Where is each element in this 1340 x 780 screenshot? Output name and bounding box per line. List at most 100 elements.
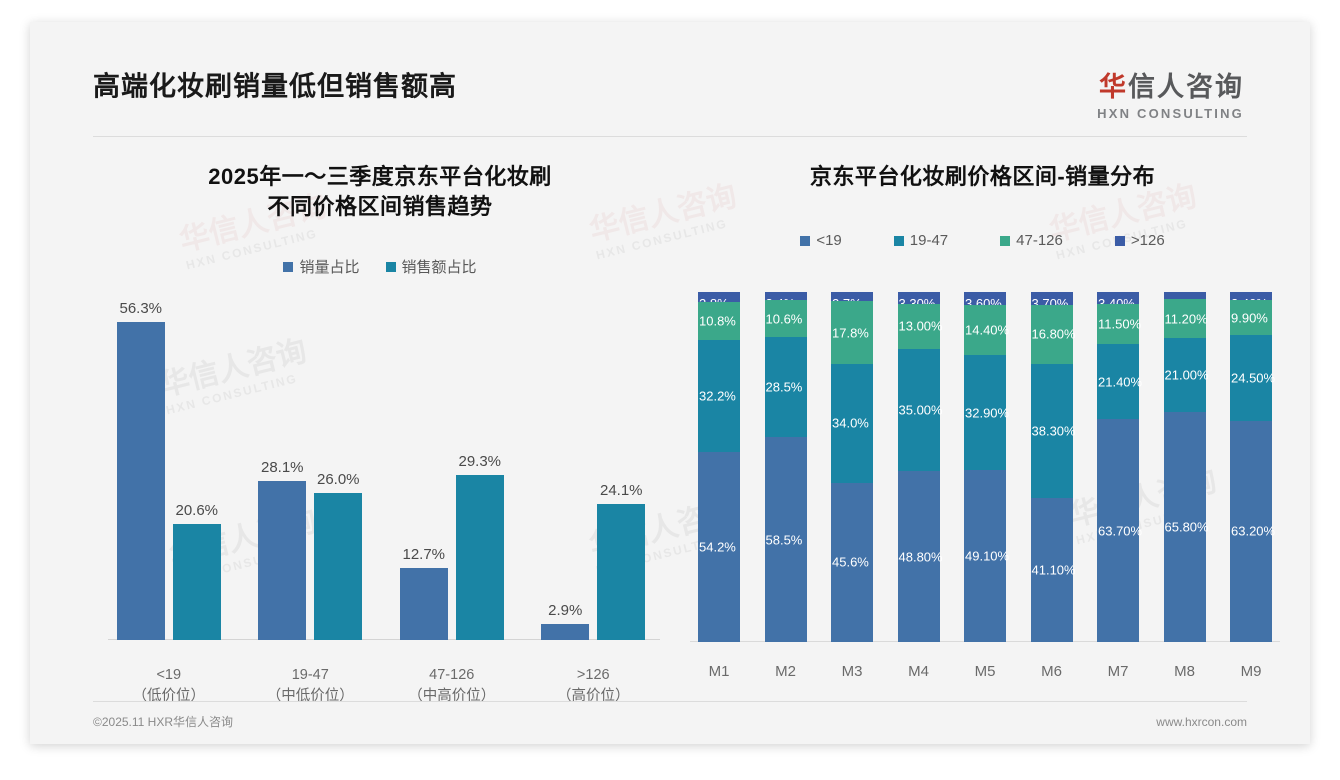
segment-value-label: 49.10%	[965, 548, 1010, 564]
x-axis-tick: <19 （低价位）	[114, 665, 224, 709]
x-axis-tick: M7	[1107, 663, 1129, 680]
segment-value-label: 16.80%	[1031, 326, 1076, 342]
bar-column[interactable]: 2.9%	[541, 290, 590, 640]
stacked-segment[interactable]: 63.20%	[1230, 420, 1275, 642]
legend-swatch-icon	[385, 261, 396, 272]
stacked-bar-column[interactable]: 2.40%9.90% 24.50% 63.20%	[1230, 292, 1275, 642]
bar-column[interactable]: 56.3%	[116, 290, 165, 640]
brand-logo: 华信人咨询 HXN CONSULTING	[1097, 74, 1244, 121]
right-chart-panel: 京东平台化妆刷价格区间-销量分布 <19 19-47 47-126 >126 2.8%…	[680, 140, 1285, 710]
x-axis-tick-primary: 47-126	[429, 666, 475, 683]
stacked-segment[interactable]: 41.10%	[1030, 497, 1076, 642]
segment-value-label: 21.00%	[1164, 367, 1209, 383]
stacked-segment[interactable]: 58.5%	[764, 437, 807, 642]
stacked-segment[interactable]: 34.0%	[831, 363, 873, 483]
logo-char-hua: 华	[1099, 72, 1128, 102]
left-legend-item-1[interactable]: 销售额占比	[385, 256, 477, 277]
bar-rect[interactable]	[399, 568, 448, 640]
bar-column[interactable]: 24.1%	[597, 290, 646, 640]
bar-value-label: 12.7%	[402, 546, 446, 564]
stacked-segment[interactable]: 13.00%	[897, 303, 943, 349]
stacked-segment[interactable]: 2.4%	[764, 292, 807, 311]
stacked-bar-column[interactable]: 3.30% 13.00% 35.00% 48.80%	[897, 292, 943, 642]
bar-column[interactable]: 12.7%	[399, 290, 448, 640]
bar-column[interactable]: 28.1%	[258, 290, 307, 640]
stacked-segment[interactable]: 17.8%	[831, 301, 873, 364]
bar-value-label: 28.1%	[260, 459, 304, 477]
x-axis-tick-primary: >126	[576, 666, 610, 683]
logo-chinese-text: 华信人咨询	[1097, 74, 1244, 101]
bar-rect[interactable]	[455, 474, 504, 640]
x-axis-tick: M2	[775, 663, 796, 680]
bar-column[interactable]: 26.0%	[314, 290, 363, 640]
right-legend-item-0[interactable]: <19	[800, 232, 842, 249]
left-chart-x-axis: <19 （低价位） 19-47 （中低价位） 47-126 （中高价位） >126 （高价位）	[98, 665, 664, 709]
right-legend-item-1[interactable]: 19-47	[893, 232, 949, 249]
stacked-segment[interactable]: 32.90%	[964, 354, 1009, 471]
stacked-bar-column[interactable]: 2.7% 17.8% 34.0% 45.6%	[831, 292, 873, 642]
stacked-segment[interactable]: 63.70%	[1097, 419, 1142, 642]
stacked-segment[interactable]: 10.6%	[764, 300, 807, 338]
x-axis-tick: >126 （高价位）	[538, 665, 648, 709]
bar-rect[interactable]	[116, 322, 165, 640]
stacked-segment[interactable]: 35.00%	[897, 348, 943, 472]
bar-value-label: 26.0%	[316, 471, 360, 489]
right-legend-item-2[interactable]: 47-126	[1000, 232, 1063, 249]
bar-rect[interactable]	[314, 493, 363, 640]
x-axis-tick: M5	[974, 663, 996, 680]
stacked-segment[interactable]: 3.30%	[897, 292, 940, 311]
left-legend-item-0[interactable]: 销量占比	[283, 256, 360, 277]
stacked-bar-column[interactable]: 3.70% 16.80% 38.30% 41.10%	[1030, 292, 1076, 642]
logo-chars-rest: 信人咨询	[1128, 72, 1244, 102]
stacked-segment[interactable]: 21.00%	[1163, 338, 1209, 412]
stacked-segment[interactable]: 3.60%	[964, 292, 1006, 311]
stacked-segment[interactable]: 48.80%	[897, 471, 943, 642]
segment-value-label: 32.2%	[699, 388, 736, 404]
footer-website[interactable]: www.hxrcon.com	[1156, 714, 1247, 729]
stacked-segment[interactable]: 14.40%	[964, 304, 1009, 355]
bar-rect[interactable]	[172, 523, 221, 640]
stacked-segment[interactable]: 2.00%	[1163, 292, 1206, 311]
stacked-segment[interactable]: 2.7%	[831, 292, 873, 311]
bar-rect[interactable]	[597, 503, 646, 640]
stacked-bar-column[interactable]: 3.60% 14.40% 32.90% 49.10%	[964, 292, 1010, 642]
segment-value-label: 9.90%	[1231, 310, 1268, 326]
stacked-segment[interactable]: 2.8%	[698, 292, 740, 311]
stacked-segment[interactable]: 38.30%	[1030, 363, 1076, 498]
bar-column[interactable]: 20.6%	[172, 290, 221, 640]
stacked-segment[interactable]: 49.10%	[964, 470, 1010, 642]
right-legend-item-3[interactable]: >126	[1114, 232, 1165, 249]
right-chart-legend: <19 19-47 47-126 >126	[680, 232, 1285, 249]
left-bar-chart: 56.3% 20.6% 28.1% 26.0% 12.7% 29.3% 2.9% 24.1% …	[98, 290, 664, 704]
stacked-segment[interactable]: 11.50%	[1097, 303, 1141, 345]
stacked-segment[interactable]: 21.40%	[1097, 344, 1142, 420]
stacked-segment[interactable]: 28.5%	[764, 337, 807, 438]
legend-label: 销售额占比	[401, 259, 477, 276]
stacked-segment[interactable]: 24.50%	[1230, 335, 1275, 421]
footer-divider	[93, 701, 1247, 702]
x-axis-tick-secondary: （中高价位）	[408, 688, 496, 705]
right-chart-title: 京东平台化妆刷价格区间-销量分布	[809, 164, 1156, 189]
stacked-segment[interactable]: 11.20%	[1163, 299, 1208, 339]
stacked-segment[interactable]: 32.2%	[698, 339, 740, 453]
bar-column[interactable]: 29.3%	[455, 290, 504, 640]
stacked-segment[interactable]: 45.6%	[831, 482, 873, 642]
bar-rect[interactable]	[258, 481, 307, 640]
stacked-segment[interactable]: 3.40%	[1097, 292, 1139, 311]
stacked-segment[interactable]: 3.70%	[1030, 292, 1073, 311]
stacked-bar-column[interactable]: 2.8% 10.8% 32.2% 54.2%	[698, 292, 740, 642]
bar-value-label: 20.6%	[175, 501, 219, 519]
stacked-segment[interactable]: 2.40%	[1230, 292, 1272, 311]
stacked-segment[interactable]: 65.80%	[1163, 411, 1209, 642]
bar-rect[interactable]	[541, 623, 590, 640]
left-chart-title-line1: 2025年一～三季度京东平台化妆刷	[208, 164, 552, 189]
stacked-segment[interactable]: 16.80%	[1030, 304, 1076, 364]
stacked-bar-column[interactable]: 2.00%11.20% 21.00% 65.80%	[1163, 292, 1209, 642]
stacked-segment[interactable]: 10.8%	[698, 301, 740, 340]
left-chart-plot-area: 56.3% 20.6% 28.1% 26.0% 12.7% 29.3% 2.9% 24.1%	[98, 290, 664, 640]
stacked-bar-column[interactable]: 2.4%10.6% 28.5% 58.5%	[764, 292, 807, 642]
stacked-segment[interactable]: 9.90%	[1230, 300, 1272, 336]
stacked-segment[interactable]: 54.2%	[698, 452, 740, 642]
stacked-bar-column[interactable]: 3.40% 11.50% 21.40% 63.70%	[1097, 292, 1142, 642]
legend-label: 19-47	[909, 232, 949, 249]
